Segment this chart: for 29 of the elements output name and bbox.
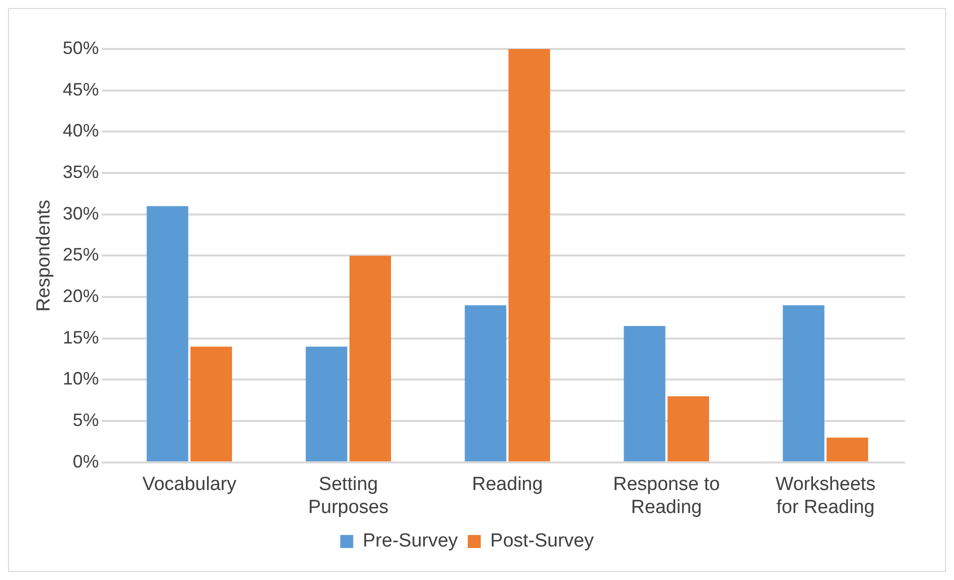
y-tick-label: 50% bbox=[62, 38, 99, 58]
y-tick-label: 0% bbox=[72, 451, 99, 472]
x-tick-label: Setting Purposes bbox=[308, 474, 389, 518]
bar bbox=[146, 206, 188, 462]
bar bbox=[306, 346, 348, 462]
bar bbox=[349, 256, 392, 462]
bar bbox=[464, 305, 506, 462]
y-tick-label: 10% bbox=[62, 368, 99, 389]
y-tick-label: 35% bbox=[62, 162, 99, 182]
bar bbox=[782, 305, 824, 462]
x-tick-label: Worksheets for Reading bbox=[776, 474, 876, 518]
legend-label: Pre-Survey bbox=[362, 530, 458, 552]
y-tick-label: 45% bbox=[62, 79, 99, 100]
x-tick-label: Reading bbox=[472, 474, 543, 496]
x-tick-label: Vocabulary bbox=[142, 474, 237, 496]
bar bbox=[190, 346, 232, 462]
x-tick-label: Response to Reading bbox=[613, 474, 720, 518]
y-tick-label: 30% bbox=[62, 203, 99, 224]
y-tick-label: 15% bbox=[62, 327, 99, 348]
y-axis-title: Respondents bbox=[34, 200, 55, 312]
legend-label: Post-Survey bbox=[490, 530, 594, 552]
bar bbox=[624, 326, 666, 462]
y-tick-label: 20% bbox=[62, 286, 99, 306]
bar bbox=[508, 49, 550, 462]
bar bbox=[826, 438, 868, 462]
y-tick-label: 25% bbox=[62, 244, 99, 265]
y-tick-label: 40% bbox=[62, 120, 99, 141]
bar bbox=[668, 396, 710, 462]
y-tick-label: 5% bbox=[72, 410, 99, 430]
